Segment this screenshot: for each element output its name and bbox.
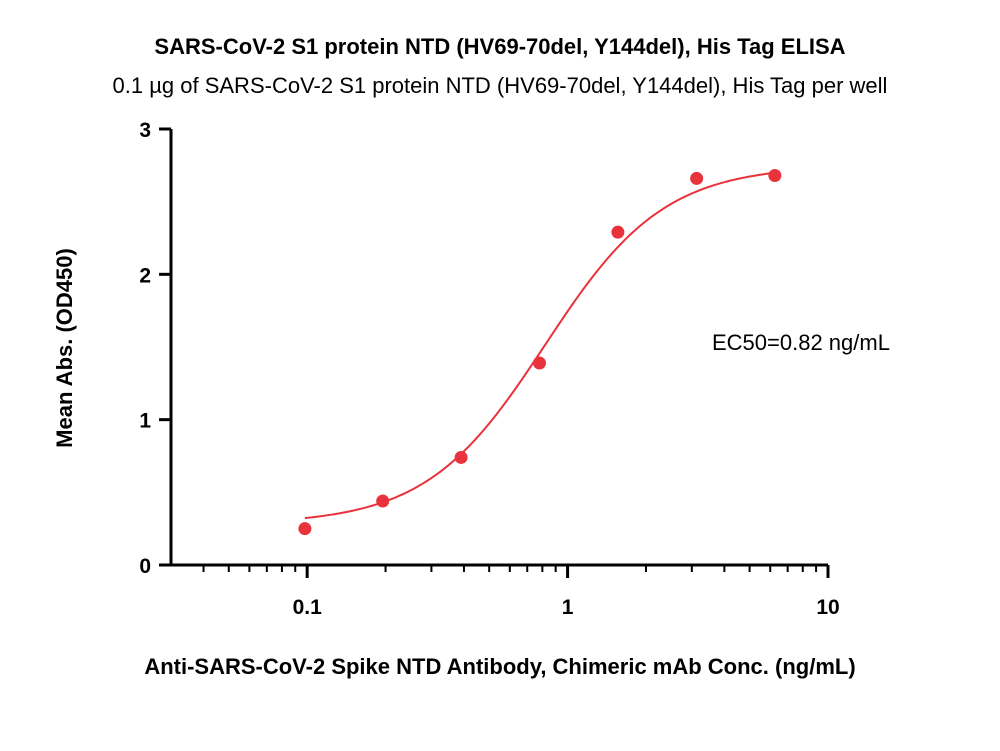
data-points-layer: [298, 169, 782, 536]
data-point: [768, 169, 782, 183]
y-tick-label: 3: [139, 119, 151, 142]
data-point: [376, 494, 390, 508]
y-tick-label: 2: [139, 264, 151, 287]
data-point: [298, 522, 312, 536]
x-tick-label: 1: [562, 596, 574, 619]
axes: 0 1 2 3 0.1 1 10: [139, 119, 839, 619]
ec50-annotation: EC50=0.82 ng/mL: [712, 330, 890, 355]
x-axis-title: Anti-SARS-CoV-2 Spike NTD Antibody, Chim…: [144, 654, 855, 679]
x-tick-label: 0.1: [293, 596, 323, 619]
data-point: [454, 450, 468, 464]
y-tick-label: 0: [139, 555, 151, 578]
data-point: [690, 171, 704, 185]
fit-curve: [304, 171, 775, 520]
chart-subtitle: 0.1 µg of SARS-CoV-2 S1 protein NTD (HV6…: [112, 73, 888, 98]
fit-curve-layer: [304, 171, 775, 520]
x-tick-label: 10: [816, 596, 839, 619]
data-point: [611, 225, 625, 239]
y-axis-title: Mean Abs. (OD450): [52, 248, 77, 448]
chart-title: SARS-CoV-2 S1 protein NTD (HV69-70del, Y…: [154, 34, 846, 59]
y-tick-label: 1: [139, 410, 151, 433]
data-point: [532, 356, 546, 370]
